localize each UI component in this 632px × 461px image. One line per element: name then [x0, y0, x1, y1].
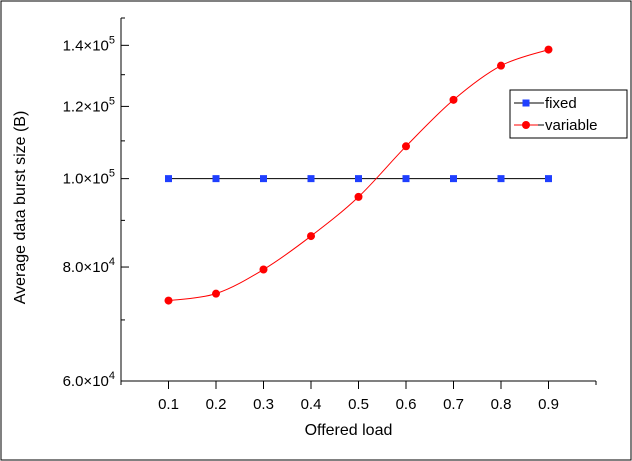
- data-point-variable: [402, 142, 410, 150]
- y-tick-times-sign: ×: [83, 171, 92, 188]
- y-tick-exponent: 5: [109, 34, 115, 46]
- x-tick-label: 0.2: [206, 396, 227, 413]
- y-tick-mantissa: 1.4: [63, 37, 84, 54]
- data-point-fixed: [403, 175, 410, 182]
- y-tick-times-sign: ×: [83, 373, 92, 390]
- data-point-variable: [497, 62, 505, 70]
- data-point-fixed: [165, 175, 172, 182]
- legend-marker-fixed: [523, 100, 530, 107]
- y-tick-base: 10: [92, 98, 109, 115]
- x-tick-label: 0.9: [538, 396, 559, 413]
- y-axis-title: Average data burst size (B): [12, 111, 29, 305]
- data-point-variable: [450, 96, 458, 104]
- y-tick-label: 1.0×105: [63, 168, 115, 188]
- x-tick-label: 0.8: [491, 396, 512, 413]
- data-point-fixed: [545, 175, 552, 182]
- y-tick-mantissa: 1.0: [63, 171, 84, 188]
- data-point-variable: [165, 297, 173, 305]
- y-tick-times-sign: ×: [83, 259, 92, 276]
- data-point-variable: [545, 46, 553, 54]
- data-point-fixed: [213, 175, 220, 182]
- x-tick-label: 0.1: [158, 396, 179, 413]
- y-tick-exponent: 4: [109, 370, 115, 382]
- y-tick-label: 8.0×104: [63, 256, 115, 276]
- x-tick-label: 0.4: [301, 396, 322, 413]
- x-tick-label: 0.3: [253, 396, 274, 413]
- legend-label-variable: variable: [545, 117, 598, 134]
- y-tick-times-sign: ×: [83, 98, 92, 115]
- y-tick-base: 10: [92, 171, 109, 188]
- data-point-variable: [260, 266, 268, 274]
- data-point-variable: [355, 193, 363, 201]
- data-point-fixed: [450, 175, 457, 182]
- data-point-fixed: [308, 175, 315, 182]
- y-tick-times-sign: ×: [83, 37, 92, 54]
- y-tick-exponent: 4: [109, 256, 115, 268]
- y-tick-label: 1.2×105: [63, 95, 115, 115]
- y-tick-label: 6.0×104: [63, 370, 115, 390]
- y-tick-label: 1.4×105: [63, 34, 115, 54]
- y-tick-exponent: 5: [109, 168, 115, 180]
- legend-marker-variable: [522, 121, 530, 129]
- y-tick-base: 10: [92, 37, 109, 54]
- x-tick-label: 0.6: [396, 396, 417, 413]
- data-point-variable: [307, 232, 315, 240]
- y-tick-base: 10: [92, 259, 109, 276]
- y-tick-base: 10: [92, 373, 109, 390]
- legend-label-fixed: fixed: [545, 95, 577, 112]
- x-tick-label: 0.5: [348, 396, 369, 413]
- x-axis-title: Offered load: [305, 422, 393, 439]
- y-tick-mantissa: 1.2: [63, 98, 84, 115]
- y-tick-exponent: 5: [109, 95, 115, 107]
- data-point-fixed: [355, 175, 362, 182]
- y-tick-mantissa: 6.0: [63, 373, 84, 390]
- data-point-variable: [212, 290, 220, 298]
- data-point-fixed: [498, 175, 505, 182]
- x-tick-label: 0.7: [443, 396, 464, 413]
- y-tick-mantissa: 8.0: [63, 259, 84, 276]
- data-point-fixed: [260, 175, 267, 182]
